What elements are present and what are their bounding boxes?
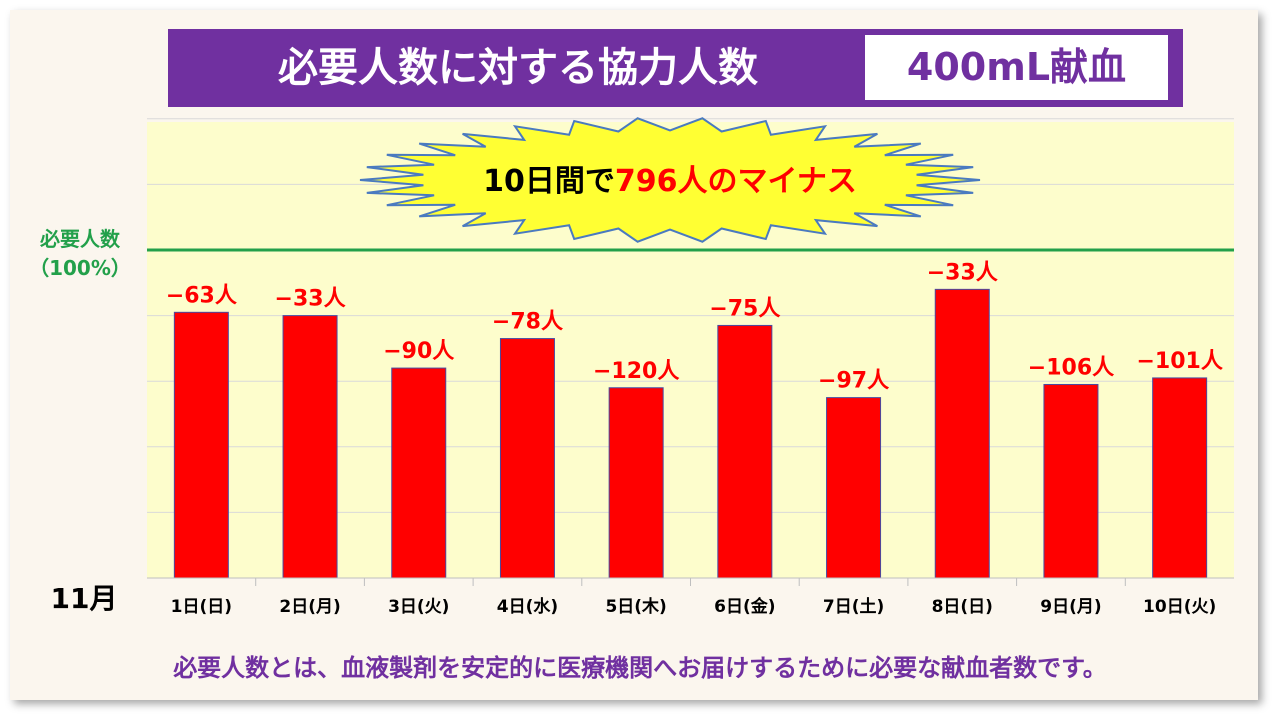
- data-label: −78人: [492, 310, 563, 335]
- data-label: −75人: [709, 296, 780, 321]
- chart-subtitle: 400mL献血: [865, 35, 1168, 100]
- data-label: −101人: [1136, 349, 1222, 374]
- x-tick-label: 5日(木): [605, 596, 666, 617]
- bar: [717, 324, 773, 579]
- data-label: −106人: [1028, 355, 1114, 380]
- x-tick-label: 6日(金): [714, 596, 775, 617]
- bar: [1043, 383, 1099, 579]
- bar: [826, 397, 882, 579]
- x-tick-label: 4日(水): [497, 596, 558, 617]
- callout-text: 10日間で796人のマイナス: [483, 164, 857, 199]
- title-bar: 必要人数に対する協力人数 400mL献血: [168, 29, 1183, 107]
- bar: [934, 288, 990, 579]
- data-label: −90人: [383, 339, 454, 364]
- bar: [173, 311, 229, 579]
- bar: [608, 387, 664, 579]
- reference-label-line2: （100%）: [29, 256, 131, 280]
- bar: [282, 315, 338, 579]
- callout-highlight: 796人のマイナス: [615, 164, 857, 199]
- data-label: −33人: [927, 260, 998, 285]
- footer-note: 必要人数とは、血液製剤を安定的に医療機関へお届けするために必要な献血者数です。: [173, 654, 1107, 682]
- bar: [1152, 377, 1208, 579]
- x-tick-label: 1日(日): [171, 597, 232, 617]
- x-tick-label: 2日(月): [279, 597, 340, 617]
- data-label: −97人: [818, 369, 889, 394]
- data-label: −33人: [275, 287, 346, 312]
- callout-burst: [359, 117, 981, 243]
- chart-title: 必要人数に対する協力人数: [278, 45, 758, 91]
- bar: [391, 367, 447, 579]
- x-tick-label: 8日(日): [932, 597, 993, 617]
- bar: [499, 338, 555, 579]
- x-tick-label: 9日(月): [1040, 597, 1101, 617]
- data-label: −120人: [593, 359, 679, 384]
- x-tick-label: 10日(火): [1143, 597, 1216, 617]
- data-label: −63人: [166, 283, 237, 308]
- callout-prefix: 10日間で: [483, 164, 615, 199]
- x-tick-label: 7日(土): [823, 596, 884, 617]
- reference-label-line1: 必要人数: [39, 227, 121, 251]
- month-label: 11月: [51, 582, 118, 615]
- x-tick-label: 3日(火): [388, 597, 449, 617]
